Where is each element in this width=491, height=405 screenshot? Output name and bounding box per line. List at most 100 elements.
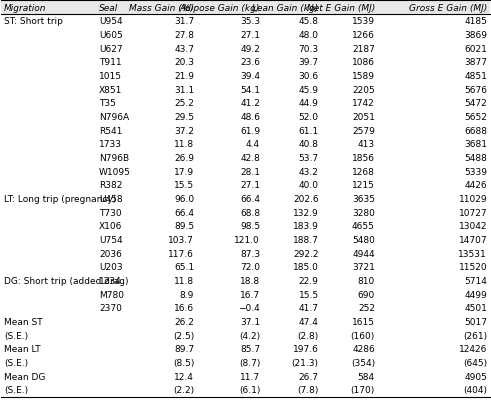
Text: 40.8: 40.8	[299, 140, 319, 149]
Text: (7.8): (7.8)	[298, 386, 319, 394]
Text: 4944: 4944	[352, 249, 375, 258]
Text: 15.5: 15.5	[299, 290, 319, 299]
Text: 89.7: 89.7	[174, 345, 194, 354]
Text: 2579: 2579	[352, 126, 375, 135]
Text: ST: Short trip: ST: Short trip	[4, 17, 63, 26]
Text: 66.4: 66.4	[240, 194, 260, 204]
Text: 4426: 4426	[464, 181, 487, 190]
Bar	[1, 328, 490, 342]
Text: 5480: 5480	[352, 235, 375, 245]
Text: 810: 810	[357, 276, 375, 286]
Text: 3877: 3877	[464, 58, 487, 67]
Text: 4655: 4655	[352, 222, 375, 231]
Text: 11.8: 11.8	[174, 276, 194, 286]
Text: 41.7: 41.7	[299, 304, 319, 313]
Text: 27.8: 27.8	[174, 31, 194, 40]
Text: (261): (261)	[463, 331, 487, 340]
Text: U627: U627	[99, 45, 123, 53]
Text: 202.6: 202.6	[293, 194, 319, 204]
Text: X851: X851	[99, 85, 122, 94]
Text: 66.4: 66.4	[174, 208, 194, 217]
Text: Gross E Gain (MJ): Gross E Gain (MJ)	[409, 4, 487, 13]
Text: N796B: N796B	[99, 154, 129, 163]
Text: Migration: Migration	[4, 4, 46, 13]
Text: Mean ST: Mean ST	[4, 317, 42, 326]
Text: 2051: 2051	[352, 113, 375, 122]
Text: −0.4: −0.4	[239, 304, 260, 313]
Text: (S.E.): (S.E.)	[4, 358, 28, 367]
Text: 26.9: 26.9	[174, 154, 194, 163]
Text: 103.7: 103.7	[168, 235, 194, 245]
Text: 30.6: 30.6	[299, 72, 319, 81]
Text: 39.4: 39.4	[240, 72, 260, 81]
Text: 96.0: 96.0	[174, 194, 194, 204]
Text: 41.2: 41.2	[240, 99, 260, 108]
Text: Net E Gain (MJ): Net E Gain (MJ)	[306, 4, 375, 13]
Bar	[1, 111, 490, 124]
Text: 85.7: 85.7	[240, 345, 260, 354]
Text: 13531: 13531	[459, 249, 487, 258]
Text: R541: R541	[99, 126, 122, 135]
Text: 15.5: 15.5	[174, 181, 194, 190]
Text: 11520: 11520	[459, 263, 487, 272]
Text: 5714: 5714	[464, 276, 487, 286]
Text: 188.7: 188.7	[293, 235, 319, 245]
Text: 98.5: 98.5	[240, 222, 260, 231]
Text: M780: M780	[99, 290, 124, 299]
Bar	[1, 192, 490, 206]
Bar	[1, 29, 490, 42]
Text: 1856: 1856	[352, 154, 375, 163]
Text: 5017: 5017	[464, 317, 487, 326]
Text: (404): (404)	[463, 386, 487, 394]
Text: 1086: 1086	[352, 58, 375, 67]
Text: 413: 413	[358, 140, 375, 149]
Text: DG: Short trip (added drag): DG: Short trip (added drag)	[4, 276, 128, 286]
Text: T911: T911	[99, 58, 122, 67]
Bar	[1, 56, 490, 70]
Bar	[1, 83, 490, 97]
Text: Mass Gain (%): Mass Gain (%)	[130, 4, 194, 13]
Text: 197.6: 197.6	[293, 345, 319, 354]
Text: 25.2: 25.2	[174, 99, 194, 108]
Text: 1234: 1234	[99, 276, 122, 286]
Text: 37.1: 37.1	[240, 317, 260, 326]
Text: 12.4: 12.4	[174, 372, 194, 381]
Bar	[1, 288, 490, 301]
Text: 121.0: 121.0	[234, 235, 260, 245]
Text: 45.9: 45.9	[299, 85, 319, 94]
Text: Lean Gain (kg): Lean Gain (kg)	[252, 4, 319, 13]
Bar	[1, 97, 490, 111]
Text: 584: 584	[358, 372, 375, 381]
Bar	[1, 1, 490, 15]
Text: 5676: 5676	[464, 85, 487, 94]
Text: T35: T35	[99, 99, 116, 108]
Text: 48.6: 48.6	[240, 113, 260, 122]
Text: 5472: 5472	[464, 99, 487, 108]
Bar	[1, 138, 490, 151]
Text: (645): (645)	[463, 358, 487, 367]
Text: 20.3: 20.3	[174, 58, 194, 67]
Text: 49.2: 49.2	[240, 45, 260, 53]
Text: 2205: 2205	[352, 85, 375, 94]
Text: 37.2: 37.2	[174, 126, 194, 135]
Text: 11.8: 11.8	[174, 140, 194, 149]
Text: 185.0: 185.0	[293, 263, 319, 272]
Bar	[1, 70, 490, 83]
Text: (4.2): (4.2)	[239, 331, 260, 340]
Text: 47.4: 47.4	[299, 317, 319, 326]
Text: 26.2: 26.2	[174, 317, 194, 326]
Bar	[1, 383, 490, 397]
Text: 4905: 4905	[464, 372, 487, 381]
Text: 252: 252	[358, 304, 375, 313]
Bar	[1, 274, 490, 288]
Text: (354): (354)	[351, 358, 375, 367]
Text: 1615: 1615	[352, 317, 375, 326]
Bar	[1, 220, 490, 233]
Text: 5652: 5652	[464, 113, 487, 122]
Text: 29.5: 29.5	[174, 113, 194, 122]
Text: (6.1): (6.1)	[239, 386, 260, 394]
Text: 22.9: 22.9	[299, 276, 319, 286]
Bar	[1, 124, 490, 138]
Text: 52.0: 52.0	[299, 113, 319, 122]
Text: 183.9: 183.9	[293, 222, 319, 231]
